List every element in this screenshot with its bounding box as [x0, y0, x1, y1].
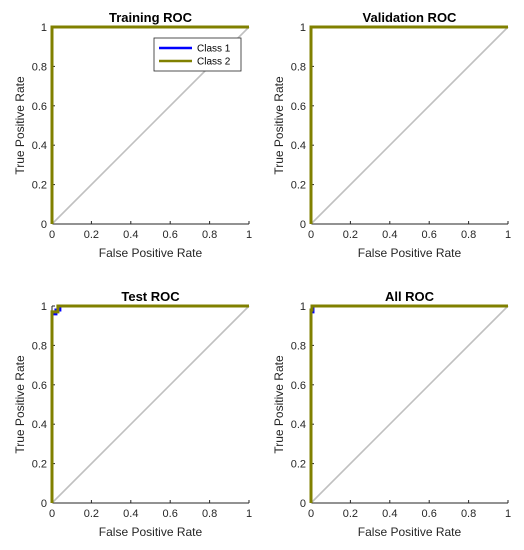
validation-roc-y-tick-label: 0.2 — [291, 180, 306, 192]
all-roc-x-label: False Positive Rate — [358, 525, 462, 539]
validation-roc-x-tick-label: 1 — [505, 229, 511, 241]
validation-roc-x-tick-label: 0.6 — [422, 229, 437, 241]
all-roc-y-tick-label: 1 — [300, 301, 306, 313]
validation-roc-x-label: False Positive Rate — [358, 246, 462, 260]
validation-roc-y-tick-label: 0.8 — [291, 61, 306, 73]
training-roc-x-tick-label: 0.4 — [123, 229, 138, 241]
training-roc-x-tick-label: 0.8 — [202, 229, 217, 241]
training-roc-panel: 0 0.2 0.4 0.6 0.8 1 0 0.2 0.4 0.6 0.8 1 Training ROC… — [13, 10, 252, 260]
training-roc-y-tick-label: 0.4 — [32, 140, 47, 152]
validation-roc-series-2-line — [309, 25, 508, 224]
validation-roc-chance-line — [310, 26, 509, 225]
test-roc-x-tick-label: 1 — [246, 508, 252, 520]
test-roc-y-label: True Positive Rate — [13, 355, 27, 454]
test-roc-x-tick-label: 0.8 — [202, 508, 217, 520]
test-roc-x-tick-label: 0.4 — [123, 508, 138, 520]
training-roc-series-2-line — [50, 25, 249, 224]
test-roc-y-tick-label: 0.2 — [32, 459, 47, 471]
all-roc-x-tick-label: 0.6 — [422, 508, 437, 520]
training-roc-x-label: False Positive Rate — [99, 246, 203, 260]
validation-roc-y-label: True Positive Rate — [272, 76, 286, 175]
validation-roc-title: Validation ROC — [363, 10, 458, 25]
test-roc-x-label: False Positive Rate — [99, 525, 203, 539]
validation-roc-panel: 0 0.2 0.4 0.6 0.8 1 0 0.2 0.4 0.6 0.8 1 Validation R… — [272, 10, 511, 260]
legend-label: Class 2 — [197, 57, 231, 68]
test-roc-title: Test ROC — [121, 289, 180, 304]
test-roc-y-tick-label: 0.4 — [32, 419, 47, 431]
all-roc-x-tick-label: 0.8 — [461, 508, 476, 520]
test-roc-x-tick-label: 0.6 — [163, 508, 178, 520]
all-roc-y-label: True Positive Rate — [272, 355, 286, 454]
validation-roc-y-tick-label: 0.4 — [291, 140, 306, 152]
all-roc-y-tick-label: 0.8 — [291, 340, 306, 352]
training-roc-x-tick-label: 1 — [246, 229, 252, 241]
validation-roc-x-tick-label: 0.2 — [343, 229, 358, 241]
test-roc-chance-line — [51, 305, 250, 504]
test-roc-x-tick-label: 0 — [49, 508, 55, 520]
test-roc-y-tick-label: 0.6 — [32, 380, 47, 392]
all-roc-x-tick-label: 0 — [308, 508, 314, 520]
all-roc-chance-line — [310, 305, 509, 504]
validation-roc-x-tick-label: 0.8 — [461, 229, 476, 241]
all-roc-x-tick-label: 0.2 — [343, 508, 358, 520]
training-roc-x-tick-label: 0.6 — [163, 229, 178, 241]
legend-label: Class 1 — [197, 44, 231, 55]
all-roc-y-tick-label: 0.4 — [291, 419, 306, 431]
test-roc-panel: 0 0.2 0.4 0.6 0.8 1 0 0.2 0.4 0.6 0.8 1 Test ROC Fals… — [13, 289, 252, 539]
training-roc-y-tick-label: 0.2 — [32, 180, 47, 192]
all-roc-series-2-line — [309, 304, 508, 503]
all-roc-y-tick-label: 0.6 — [291, 380, 306, 392]
all-roc-x-tick-label: 1 — [505, 508, 511, 520]
validation-roc-x-tick-label: 0 — [308, 229, 314, 241]
training-roc-y-tick-label: 0.8 — [32, 61, 47, 73]
training-roc-x-tick-label: 0 — [49, 229, 55, 241]
test-roc-y-tick-label: 0.8 — [32, 340, 47, 352]
validation-roc-x-tick-label: 0.4 — [382, 229, 397, 241]
training-roc-y-tick-label: 1 — [41, 22, 47, 34]
all-roc-panel: 0 0.2 0.4 0.6 0.8 1 0 0.2 0.4 0.6 0.8 1 All ROC False… — [272, 289, 511, 539]
training-roc-y-label: True Positive Rate — [13, 76, 27, 175]
training-roc-y-tick-label: 0.6 — [32, 101, 47, 113]
test-roc-x-tick-label: 0.2 — [84, 508, 99, 520]
all-roc-x-tick-label: 0.4 — [382, 508, 397, 520]
training-roc-legend: Class 1 Class 2 — [153, 37, 242, 72]
all-roc-y-tick-label: 0.2 — [291, 459, 306, 471]
all-roc-title: All ROC — [385, 289, 435, 304]
validation-roc-y-tick-label: 1 — [300, 22, 306, 34]
test-roc-y-tick-label: 0 — [41, 498, 47, 510]
all-roc-y-tick-label: 0 — [300, 498, 306, 510]
test-roc-series-2-line — [50, 304, 249, 503]
training-roc-title: Training ROC — [109, 10, 193, 25]
legend-box — [153, 37, 242, 72]
validation-roc-y-tick-label: 0 — [300, 219, 306, 231]
validation-roc-y-tick-label: 0.6 — [291, 101, 306, 113]
training-roc-y-tick-label: 0 — [41, 219, 47, 231]
training-roc-x-tick-label: 0.2 — [84, 229, 99, 241]
test-roc-y-tick-label: 1 — [41, 301, 47, 313]
